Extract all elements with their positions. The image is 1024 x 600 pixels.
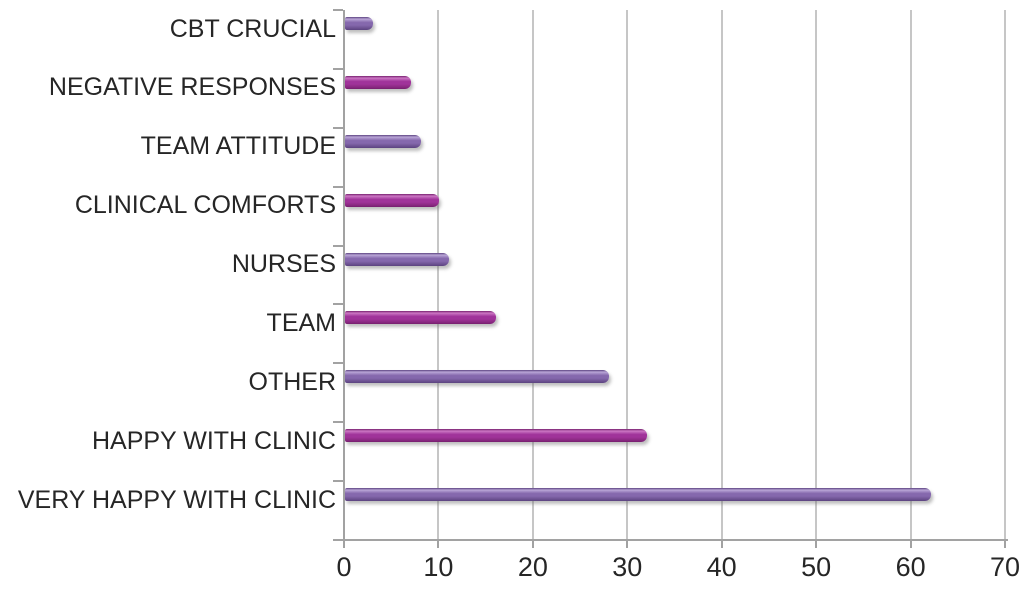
x-tick-label: 30 bbox=[612, 552, 643, 582]
category-label: CBT CRUCIAL bbox=[169, 14, 336, 43]
x-axis-tick bbox=[720, 540, 723, 548]
y-axis-tick bbox=[333, 480, 343, 483]
x-axis-tick bbox=[815, 540, 818, 548]
y-axis-tick bbox=[333, 244, 343, 247]
bar bbox=[345, 17, 374, 30]
x-tick-label: 60 bbox=[895, 552, 926, 582]
gridline bbox=[720, 10, 723, 540]
category-label: OTHER bbox=[248, 367, 337, 396]
x-axis-tick bbox=[437, 540, 440, 548]
bar bbox=[345, 488, 931, 502]
x-axis-tick bbox=[343, 540, 345, 548]
y-axis-tick bbox=[333, 539, 343, 541]
y-axis-tick bbox=[333, 126, 343, 129]
y-axis-tick bbox=[333, 362, 343, 365]
y-axis-tick bbox=[333, 421, 343, 424]
gridline bbox=[909, 10, 912, 540]
category-label: TEAM ATTITUDE bbox=[140, 132, 336, 161]
category-label: VERY HAPPY WITH CLINIC bbox=[17, 485, 336, 514]
y-axis-tick bbox=[333, 67, 343, 70]
category-label: NEGATIVE RESPONSES bbox=[48, 73, 336, 102]
gridline bbox=[1004, 10, 1006, 540]
category-label: TEAM bbox=[266, 308, 336, 337]
bar bbox=[345, 429, 648, 443]
x-tick-label: 40 bbox=[706, 552, 737, 582]
bar bbox=[345, 311, 497, 325]
x-axis-tick bbox=[1004, 540, 1006, 548]
y-axis-tick bbox=[333, 185, 343, 188]
category-label: NURSES bbox=[231, 250, 336, 279]
bar bbox=[345, 75, 412, 89]
x-tick-label: 50 bbox=[801, 552, 832, 582]
x-tick-label: 70 bbox=[989, 552, 1021, 582]
y-axis-line bbox=[343, 10, 345, 540]
x-axis-tick bbox=[909, 540, 912, 548]
x-axis-tick bbox=[626, 540, 629, 548]
bar bbox=[345, 252, 449, 266]
bar bbox=[345, 193, 440, 207]
x-axis-tick bbox=[531, 540, 534, 548]
bar bbox=[345, 134, 421, 148]
gridline bbox=[531, 10, 534, 540]
x-tick-label: 0 bbox=[336, 552, 352, 582]
bar bbox=[345, 370, 610, 384]
x-axis-line bbox=[333, 539, 1008, 541]
y-axis-tick bbox=[333, 303, 343, 306]
y-axis-tick bbox=[333, 9, 343, 11]
category-label: CLINICAL COMFORTS bbox=[74, 191, 336, 220]
gridline bbox=[626, 10, 629, 540]
gridline bbox=[815, 10, 818, 540]
x-tick-label: 20 bbox=[517, 552, 548, 582]
x-tick-label: 10 bbox=[423, 552, 454, 582]
gridline bbox=[437, 10, 440, 540]
category-label: HAPPY WITH CLINIC bbox=[91, 426, 336, 455]
